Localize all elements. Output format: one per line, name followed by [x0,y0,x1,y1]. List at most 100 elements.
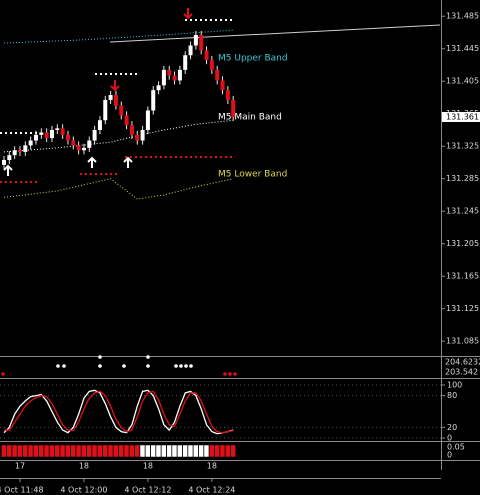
x-tick-label: 4 Oct 12:24 [188,486,235,495]
y-tick-label: 131.165 [446,272,479,281]
histogram-block [6,444,12,458]
candle-body [2,160,6,165]
dot [233,372,237,376]
histogram-block [203,444,210,458]
candle-body [65,134,70,141]
histogram-block [33,444,39,458]
histogram-scale-label: 0 [447,451,452,460]
dot [189,364,193,368]
histogram-block [107,444,114,458]
candle-body [33,134,38,141]
y-tick-label: 100 [447,381,462,390]
histogram-block [86,444,92,458]
dot [98,355,102,359]
dot [179,364,183,368]
candle-body [215,69,220,81]
histogram-block [43,444,50,458]
histogram-scale-label: 0.05 [447,443,465,452]
y-tick-label: 0 [447,434,452,443]
histogram-block [70,444,76,458]
histogram-block [214,444,220,458]
candle-body [17,150,22,152]
arrow-up [87,156,97,168]
histogram-block [27,444,34,458]
level-dots [0,19,232,183]
histogram-block [155,444,162,458]
candle-body [225,90,230,100]
candle-body [220,80,225,91]
candle-body [193,34,198,46]
candle-body [49,129,54,139]
histogram-block [49,444,55,458]
band-label: M5 Lower Band [218,170,287,180]
panel-borders [0,0,480,479]
candle-body [103,99,108,121]
candle-body [177,69,182,81]
arrow-up [3,164,13,176]
y-tick-label: 131.325 [446,142,479,151]
histogram-block [230,444,236,458]
histogram-block [1,444,7,458]
trendline [109,24,441,43]
histogram-block [102,444,108,458]
signal-label: 203.542 [445,368,478,377]
histogram-block [193,444,199,458]
candle-body [12,150,17,156]
candle-body [161,69,166,86]
histogram-block [171,444,178,458]
band-label: M5 Upper Band [218,54,288,64]
histogram-block [150,444,156,458]
arrow-down [110,80,120,92]
y-tick-label: 131.125 [446,304,479,313]
candle-body [60,128,65,135]
histogram-block [59,444,66,458]
candle-body [199,34,204,51]
histogram-block [182,444,188,458]
arrows [3,8,193,176]
y-tick-label: 131.085 [446,337,479,346]
candle-body [172,75,177,81]
candle-body [87,140,92,148]
candle-body [183,55,188,70]
y-tick-label: 20 [447,423,457,432]
candle-body [129,125,134,135]
candle-body [188,45,193,56]
arrow-down [183,8,193,20]
histogram-label: 17 [15,462,25,471]
dot [122,364,126,368]
candle-body [209,60,214,70]
x-tick-label: 4 Oct 12:00 [60,486,107,495]
histogram-block [123,444,130,458]
histogram-block [139,444,146,458]
y-tick-label: 131.485 [446,12,479,21]
histogram-label: 18 [143,462,153,471]
candle-body [167,69,172,76]
y-tick-label: 80 [447,391,457,400]
dot [98,364,102,368]
histogram-block [22,444,28,458]
dot [223,372,227,376]
candle-body [55,128,60,130]
signal-dots [1,355,237,376]
current-price-label: 131.361 [446,112,479,121]
dot [228,372,232,376]
candle-body [145,110,150,130]
candle-body [135,134,140,141]
histogram-label: 18 [79,462,89,471]
x-tick-label: 4 Oct 11:48 [0,486,44,495]
histogram-block [129,444,135,458]
dot [146,355,150,359]
signal-label: 204.6232 [445,358,480,367]
oscillator-line [4,390,234,434]
current-price-box [442,111,480,122]
candle-body [23,145,28,152]
y-tick-label: 131.245 [446,207,479,216]
candle-body [76,145,81,151]
candle-body [44,132,49,139]
candle-body [156,85,161,91]
dot [62,364,66,368]
dot [56,364,60,368]
histogram-block [187,444,194,458]
